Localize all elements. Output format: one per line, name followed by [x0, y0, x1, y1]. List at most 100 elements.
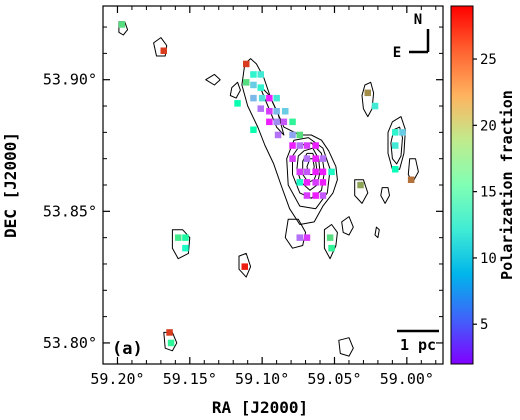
contour-blob-mid-left	[229, 81, 241, 99]
plot-frame	[102, 5, 444, 365]
polarization-point-42	[303, 192, 311, 199]
polarization-point-55	[326, 234, 334, 241]
x-tick-label-2: 59.10°	[235, 370, 289, 388]
colorbar-label: Polarization fraction	[498, 90, 516, 280]
polarization-point-31	[312, 155, 319, 162]
polarization-point-60	[241, 263, 248, 270]
compass: N E	[393, 12, 430, 61]
colorbar-ticks: 5 10 15 20 25	[473, 52, 497, 333]
contour-blob-mid-low	[238, 252, 252, 278]
y-tick-label-0: 53.80°	[43, 334, 97, 352]
x-tick-label-3: 59.05°	[307, 370, 361, 388]
polarization-point-57	[175, 234, 182, 241]
polarization-point-19	[280, 118, 288, 126]
polarization-point-34	[303, 168, 311, 176]
polarization-point-28	[312, 142, 319, 149]
colorbar-tick-label-2: 15	[480, 185, 497, 201]
polarization-point-58	[182, 234, 189, 241]
polarization-point-20	[289, 118, 296, 126]
contour-blob-east-upper	[361, 81, 375, 118]
polarization-point-15	[273, 108, 280, 115]
x-tick-label-4: 59.00°	[380, 370, 434, 388]
polarization-point-32	[319, 155, 327, 162]
polarization-point-10	[266, 94, 273, 102]
y-tick-label-2: 53.90°	[43, 71, 97, 89]
contour-core-level-4	[296, 147, 321, 191]
polarization-point-17	[266, 118, 273, 126]
x-axis-label: RA [J2000]	[212, 398, 308, 417]
polarization-point-26	[296, 142, 303, 149]
polarization-point-18	[273, 118, 280, 126]
x-tick-label-1: 59.15°	[163, 370, 217, 388]
scale-bar: 1 pc	[397, 329, 439, 354]
polarization-point-22	[274, 131, 282, 139]
polarization-point-1	[160, 47, 167, 54]
polarization-point-5	[243, 79, 250, 86]
polarization-points	[118, 21, 415, 347]
polarization-point-11	[273, 94, 280, 102]
polarization-point-44	[319, 192, 327, 199]
colorbar-tick-label-0: 5	[480, 317, 488, 333]
polarization-point-49	[392, 142, 399, 149]
polarization-point-38	[296, 179, 303, 186]
polarization-point-54	[303, 234, 311, 241]
polarization-point-4	[257, 71, 264, 78]
contour-blob-left-mid	[205, 73, 221, 86]
y-axis-ticks: 53.80° 53.85° 53.90°	[43, 26, 443, 352]
x-axis-ticks: 59.20° 59.15° 59.10° 59.05° 59.00°	[90, 6, 437, 388]
contour-blob-east-ring-inner	[390, 126, 403, 165]
polarization-point-56	[328, 244, 335, 252]
contour-blob-tiny-east	[374, 226, 380, 239]
polarization-point-12	[234, 100, 241, 107]
polarization-point-41	[319, 179, 327, 186]
polarization-point-29	[289, 155, 296, 162]
contour-blob-south-center	[323, 224, 338, 260]
polarization-point-48	[399, 129, 406, 136]
polarization-point-23	[289, 131, 296, 139]
polarization-point-50	[392, 166, 399, 173]
polarization-point-47	[392, 129, 399, 136]
polarization-point-21	[250, 126, 257, 133]
polarization-point-62	[167, 339, 175, 347]
polarization-point-45	[364, 89, 371, 97]
polarization-point-37	[328, 168, 335, 176]
polarization-point-13	[257, 105, 264, 112]
y-axis-label: DEC [J2000]	[1, 132, 20, 238]
polarization-point-8	[250, 94, 257, 102]
contour-blob-east-small	[380, 187, 390, 204]
polarization-point-9	[258, 94, 266, 102]
polarization-point-59	[182, 244, 189, 252]
polarization-point-30	[303, 155, 311, 162]
polarization-point-27	[303, 142, 311, 149]
polarization-point-36	[319, 168, 327, 176]
polarization-point-52	[357, 181, 364, 189]
polarization-point-51	[407, 176, 415, 183]
polarization-point-46	[371, 102, 379, 110]
colorbar-tick-label-4: 25	[480, 52, 497, 68]
polarization-point-61	[166, 329, 173, 336]
compass-north-label: N	[414, 12, 422, 28]
polarization-point-39	[303, 179, 311, 186]
scale-bar-label: 1 pc	[400, 336, 436, 354]
contour-blob-south-right	[354, 179, 369, 204]
polarization-point-24	[296, 131, 303, 139]
contour-main-filament	[241, 58, 338, 225]
compass-east-label: E	[393, 45, 401, 61]
colorbar-gradient	[450, 5, 474, 365]
polarization-point-35	[312, 168, 319, 176]
polarization-point-33	[296, 168, 303, 176]
contour-blob-south-east	[341, 216, 354, 236]
polarization-point-3	[250, 71, 257, 78]
contour-blob-left-low	[171, 229, 191, 260]
colorbar: 5 10 15 20 25 Polarization fraction	[450, 5, 516, 365]
colorbar-tick-label-3: 20	[480, 118, 497, 134]
polarization-point-7	[257, 84, 264, 91]
map-area: 59.20° 59.15° 59.10° 59.05° 59.00° 53.80°53.…	[43, 5, 444, 388]
contour-blob-bottom-right	[338, 337, 354, 357]
polarization-point-40	[312, 179, 319, 186]
contour-blob-middle-south	[284, 218, 307, 249]
y-tick-label-1: 53.85°	[43, 202, 97, 220]
polarization-point-53	[296, 234, 303, 241]
polarization-point-6	[250, 81, 257, 89]
